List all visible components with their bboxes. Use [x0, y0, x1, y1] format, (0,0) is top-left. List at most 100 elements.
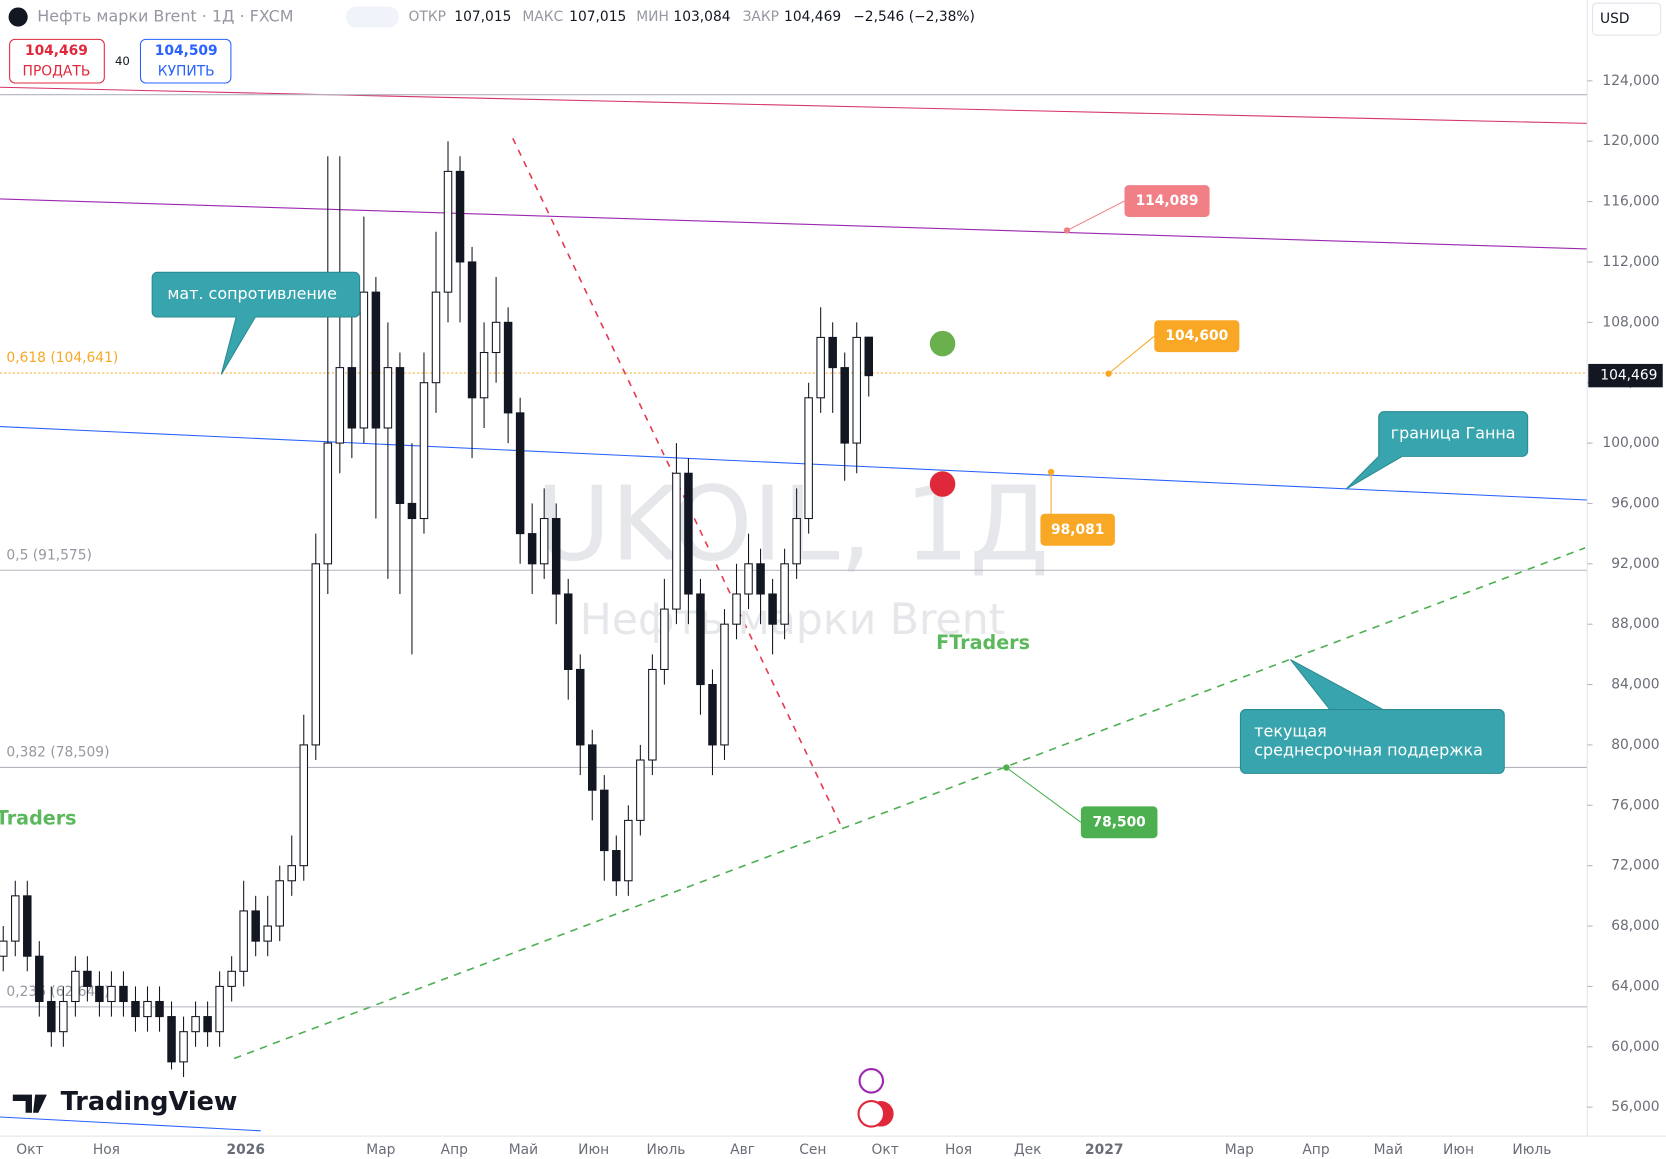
candle-body — [612, 850, 621, 882]
candle-body — [624, 819, 633, 882]
label: ОТКР — [409, 9, 446, 25]
y-tick-label: 116,000 — [1602, 194, 1659, 210]
x-tick-label: 2026 — [227, 1142, 265, 1158]
x-tick-label: Мар — [1225, 1142, 1254, 1158]
candle-body — [227, 970, 236, 987]
callout — [1345, 411, 1529, 490]
candle — [515, 397, 525, 564]
status-badge — [345, 6, 399, 28]
candle — [648, 654, 657, 776]
candle-body — [119, 985, 128, 1003]
candle-body — [527, 533, 537, 565]
fib-label: 0,5 (91,575) — [6, 547, 91, 563]
price-point — [1047, 468, 1055, 476]
callout-text: граница Ганна — [1391, 424, 1516, 443]
candle-body — [455, 170, 465, 263]
candle-body — [359, 291, 369, 429]
value: 103,084 — [673, 9, 730, 25]
candle-body — [648, 668, 657, 761]
candle-body — [780, 563, 789, 625]
buy-button[interactable] — [139, 38, 232, 84]
y-tick-label: 96,000 — [1611, 495, 1659, 511]
candle-body — [684, 472, 693, 595]
value: 104,469 — [784, 9, 841, 25]
support-line — [233, 547, 1586, 1060]
label: МАКС — [522, 9, 563, 25]
candle-body — [83, 970, 92, 987]
x-tick-label: Окт — [871, 1142, 898, 1158]
candle — [287, 835, 296, 896]
candle-body — [756, 563, 765, 595]
candle-body — [804, 397, 813, 520]
x-tick-label: Ноя — [93, 1142, 120, 1158]
candle-body — [23, 895, 32, 957]
price-callout — [1154, 320, 1240, 353]
candle-body — [732, 593, 741, 625]
candle-body — [744, 563, 753, 595]
candle — [479, 322, 489, 428]
candle — [864, 336, 873, 397]
candle-body — [768, 593, 777, 625]
candle-body — [696, 593, 705, 686]
candle-body — [443, 170, 453, 293]
spread: 40 — [115, 54, 130, 68]
candle-body — [539, 517, 549, 565]
callout-leader — [1066, 200, 1125, 231]
candle — [11, 880, 20, 957]
candle-body — [179, 1031, 188, 1063]
currency: USD — [1600, 11, 1630, 27]
fib-label: 0,382 (78,509) — [6, 745, 109, 761]
candle — [275, 865, 284, 942]
candle — [563, 578, 573, 700]
candle — [203, 1001, 212, 1047]
currency-button[interactable] — [1592, 2, 1662, 36]
change: −2,546 (−2,38%) — [853, 9, 975, 25]
callout-text: текущая — [1254, 721, 1327, 740]
event-icon[interactable] — [857, 1099, 886, 1128]
y-tick-label: 68,000 — [1611, 918, 1659, 934]
signal-dot — [929, 471, 956, 497]
candle — [684, 458, 693, 625]
y-tick-label: 80,000 — [1611, 737, 1659, 753]
price-point — [1105, 370, 1112, 377]
candle — [744, 533, 753, 610]
x-axis: Окт Ноя 2026 Мар Апр Май Июн Июль Авг Сен Окт Ноя Де… — [16, 1142, 1551, 1158]
sell-button[interactable] — [9, 38, 105, 84]
y-tick-label: 84,000 — [1611, 677, 1659, 693]
candle-body — [515, 412, 525, 535]
x-tick-label: Май — [1374, 1142, 1403, 1158]
candle-body — [71, 970, 80, 1003]
candle — [23, 880, 32, 972]
candle-body — [347, 367, 357, 429]
price-callout — [1040, 513, 1115, 546]
buy-price: 104,509 — [155, 43, 218, 59]
candle — [708, 669, 717, 776]
symbol-icon — [8, 7, 28, 27]
price-callout — [1124, 185, 1210, 218]
plot: 0,618 (104,641) 0,5 (91,575) 0,382 (78,509… — [0, 141, 1588, 1077]
candle-body — [335, 367, 345, 444]
candle-body — [852, 336, 861, 444]
candle-body — [287, 865, 296, 882]
candle — [215, 971, 224, 1047]
candle-body — [323, 442, 333, 565]
event-icon[interactable] — [858, 1068, 885, 1094]
candle — [251, 895, 260, 957]
price-callout-label: 78,500 — [1093, 814, 1146, 830]
price-callout-label: 104,600 — [1165, 328, 1228, 344]
candle — [443, 141, 453, 323]
last-price-label: 104,469 — [1600, 368, 1657, 384]
sell-price: 104,469 — [25, 43, 88, 59]
candle-body — [311, 563, 321, 746]
price-callout-label: 98,081 — [1051, 522, 1104, 538]
x-tick-label: Июль — [1512, 1142, 1551, 1158]
candle — [672, 443, 681, 625]
candle-body — [419, 382, 429, 520]
price-axis — [1587, 0, 1666, 1159]
candle — [768, 578, 777, 655]
candle — [119, 971, 128, 1017]
candle — [600, 775, 609, 881]
candle-body — [47, 1000, 56, 1033]
candle — [383, 322, 393, 579]
y-tick-label: 108,000 — [1602, 314, 1659, 330]
